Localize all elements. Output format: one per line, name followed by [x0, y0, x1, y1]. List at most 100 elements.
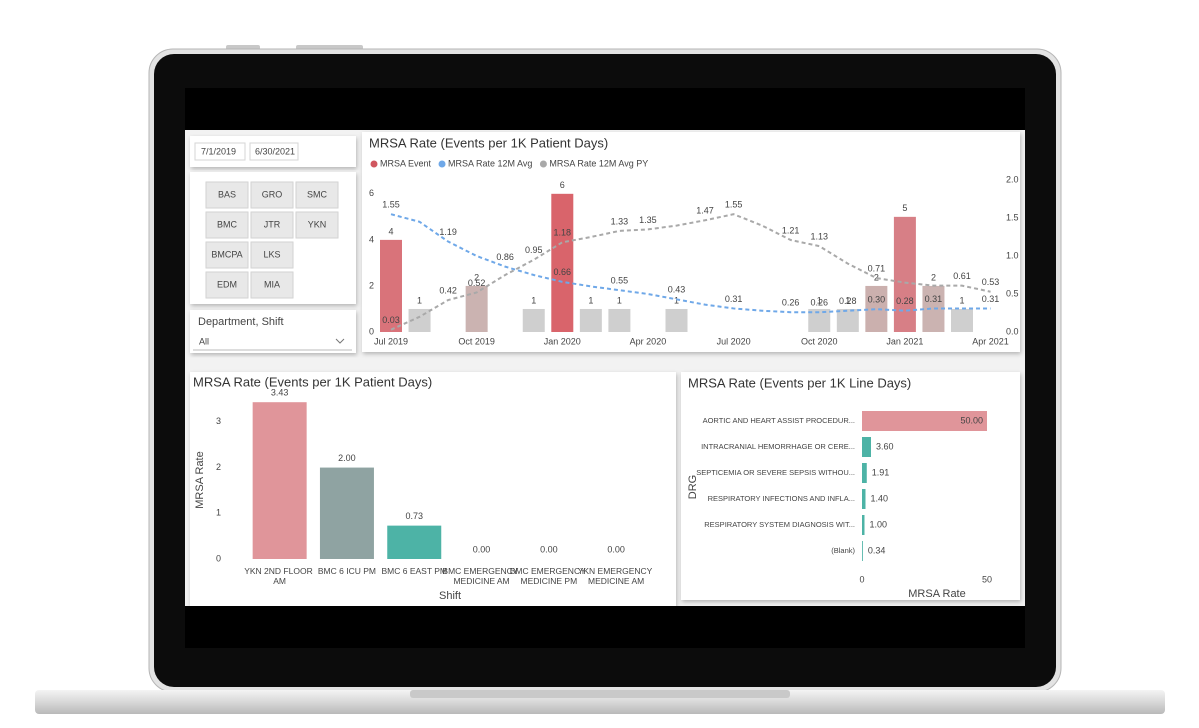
bar-label: 0.00 — [473, 544, 491, 554]
x-tick-label: 50 — [982, 574, 992, 584]
bar — [951, 308, 973, 332]
facility-button-label: BMCPA — [211, 249, 242, 259]
bar-label: 0.00 — [540, 544, 558, 554]
y-tick-label: SEPTICEMIA OR SEVERE SEPSIS WITHOU... — [696, 468, 855, 477]
x-tick-label: Jan 2021 — [886, 336, 923, 346]
legend-marker — [438, 160, 446, 168]
facility-button[interactable] — [205, 241, 249, 269]
bar — [862, 463, 867, 483]
y-tick-label: 4 — [369, 234, 374, 244]
facility-button-label: JTR — [264, 219, 281, 229]
bar-label: 2.00 — [338, 453, 356, 463]
bar — [893, 216, 916, 332]
y2-tick-label: 0.0 — [1006, 326, 1019, 336]
line-label: 0.55 — [611, 276, 629, 286]
y-axis-label: DRG — [687, 475, 699, 499]
bar — [319, 467, 374, 559]
line — [390, 213, 991, 331]
facility-button-label: BMC — [217, 219, 238, 229]
bar-label: 5 — [902, 203, 907, 213]
line-label: 0.03 — [382, 315, 400, 325]
bar — [665, 308, 688, 332]
legend-label: MRSA Rate 12M Avg — [448, 158, 532, 168]
line-label: 0.53 — [982, 277, 1000, 287]
bar-label: 1 — [531, 295, 536, 305]
y-tick-label: AORTIC AND HEART ASSIST PROCEDUR... — [703, 416, 855, 425]
facility-button[interactable] — [250, 181, 294, 209]
x-tick-label: Apr 2020 — [630, 336, 667, 346]
facility-button[interactable] — [205, 181, 249, 209]
line-label: 0.42 — [439, 285, 457, 295]
legend-marker — [539, 160, 547, 168]
line-label: 1.19 — [439, 227, 457, 237]
bar-label: 1 — [817, 295, 822, 305]
y-tick-label: RESPIRATORY SYSTEM DIAGNOSIS WIT... — [704, 520, 855, 529]
facility-button[interactable] — [205, 211, 249, 239]
bar — [380, 239, 402, 332]
facility-button[interactable] — [250, 211, 294, 239]
line-label: 1.47 — [696, 206, 714, 216]
bar-label: 1 — [588, 295, 593, 305]
line-label: 1.18 — [554, 228, 572, 238]
bar — [808, 308, 831, 332]
y2-tick-label: 1.5 — [1006, 212, 1019, 222]
facility-button-label: GRO — [262, 189, 283, 199]
bar — [836, 308, 859, 332]
facility-button[interactable] — [250, 241, 294, 269]
facility-button[interactable] — [250, 271, 294, 299]
legend-label: MRSA Event — [380, 158, 432, 168]
x-tick-label: YKN 2ND FLOOR AM — [244, 566, 315, 586]
bar-label: 1 — [959, 295, 964, 305]
bar — [922, 285, 945, 332]
facility-button[interactable] — [295, 211, 339, 239]
chart-title: MRSA Rate (Events per 1K Patient Days) — [193, 374, 432, 389]
facility-button[interactable] — [205, 271, 249, 299]
y-tick-label: RESPIRATORY INFECTIONS AND INFLA... — [708, 494, 855, 503]
dropdown[interactable] — [193, 334, 353, 350]
line-label: 0.86 — [496, 252, 514, 262]
dropdown-value: All — [199, 336, 209, 346]
bar-label: 3.43 — [271, 388, 289, 398]
bar-label: 2 — [474, 272, 479, 282]
bar-label: 6 — [560, 180, 565, 190]
date-start: 7/1/2019 — [201, 146, 236, 156]
x-tick-label: BMC 6 ICU PM — [318, 566, 376, 576]
line-label: 0.66 — [554, 267, 572, 277]
date-end: 6/30/2021 — [255, 146, 295, 156]
bar — [862, 437, 871, 457]
x-tick-label: Jan 2020 — [544, 336, 581, 346]
bar — [865, 285, 888, 332]
bar — [252, 402, 307, 559]
facility-button-label: YKN — [308, 219, 327, 229]
y-tick-label: 0 — [216, 553, 221, 563]
facility-button-label: BAS — [218, 189, 236, 199]
x-tick-label: BMC 6 EAST PM — [382, 566, 448, 576]
line-label: 0.31 — [925, 294, 943, 304]
x-tick-label: BMC EMERGENCY MEDICINE AM — [442, 566, 520, 586]
filter-label: Department, Shift — [198, 316, 284, 328]
line — [390, 213, 991, 314]
y-tick-label: INTRACRANIAL HEMORRHAGE OR CERE... — [701, 442, 855, 451]
line-label: 0.26 — [782, 298, 800, 308]
facility-button[interactable] — [295, 181, 339, 209]
chart-title: MRSA Rate (Events per 1K Patient Days) — [369, 135, 608, 150]
date-input[interactable] — [194, 142, 246, 161]
bar-label: 0.00 — [607, 544, 625, 554]
y2-tick-label: 1.0 — [1006, 250, 1019, 260]
x-axis-label: Shift — [439, 590, 461, 602]
chart-panel — [681, 372, 1020, 600]
laptop-notch — [410, 690, 790, 698]
department-slicer — [190, 310, 356, 353]
facility-button-label: MIA — [264, 279, 280, 289]
y-tick-label: 3 — [216, 416, 221, 426]
bar-label: 1.40 — [871, 493, 889, 503]
bar — [608, 308, 631, 332]
y-tick-label: 0 — [369, 326, 374, 336]
y-tick-label: (Blank) — [831, 546, 855, 555]
x-tick-label: Oct 2019 — [458, 336, 495, 346]
bar-label: 0.34 — [868, 545, 886, 555]
bar — [551, 193, 574, 332]
bar — [522, 308, 545, 332]
date-input[interactable] — [249, 142, 299, 161]
